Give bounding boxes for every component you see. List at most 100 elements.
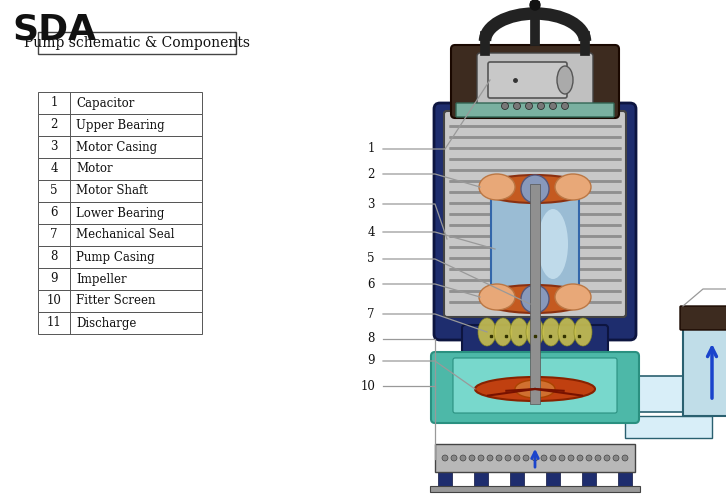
Text: Fitter Screen: Fitter Screen: [76, 294, 155, 307]
Circle shape: [469, 455, 475, 461]
Text: SDA: SDA: [12, 12, 96, 46]
Text: Pump schematic & Components: Pump schematic & Components: [24, 36, 250, 50]
Text: 7: 7: [367, 307, 375, 321]
Circle shape: [513, 102, 521, 109]
Circle shape: [595, 455, 601, 461]
Text: Motor: Motor: [76, 162, 113, 175]
Circle shape: [521, 285, 549, 313]
Circle shape: [550, 455, 556, 461]
Ellipse shape: [526, 318, 544, 346]
Text: Mechanical Seal: Mechanical Seal: [76, 228, 174, 241]
Bar: [546, 472, 560, 490]
Bar: [38, 92, 202, 114]
Circle shape: [622, 455, 628, 461]
Text: 10: 10: [46, 294, 62, 307]
Bar: [38, 158, 202, 180]
Bar: [38, 224, 202, 246]
Text: 3: 3: [367, 198, 375, 211]
FancyBboxPatch shape: [630, 376, 685, 412]
Bar: [582, 472, 596, 490]
Text: Lower Bearing: Lower Bearing: [76, 207, 164, 220]
Circle shape: [550, 102, 557, 109]
FancyBboxPatch shape: [431, 352, 639, 423]
Text: 9: 9: [50, 273, 58, 285]
Text: 6: 6: [367, 278, 375, 290]
Text: 2: 2: [367, 167, 375, 180]
Bar: [38, 180, 202, 202]
Ellipse shape: [558, 318, 576, 346]
Circle shape: [586, 455, 592, 461]
Circle shape: [559, 455, 565, 461]
Circle shape: [502, 102, 508, 109]
FancyBboxPatch shape: [625, 416, 712, 438]
Text: 1: 1: [50, 96, 57, 109]
Text: Motor Shaft: Motor Shaft: [76, 184, 148, 198]
Bar: [618, 472, 632, 490]
Circle shape: [487, 455, 493, 461]
Text: Discharge: Discharge: [76, 317, 136, 330]
Circle shape: [523, 455, 529, 461]
Bar: [38, 32, 236, 54]
Text: 4: 4: [367, 225, 375, 238]
Circle shape: [505, 455, 511, 461]
FancyBboxPatch shape: [488, 62, 567, 98]
Text: 10: 10: [360, 380, 375, 393]
Circle shape: [521, 175, 549, 203]
Text: 5: 5: [50, 184, 58, 198]
Circle shape: [604, 455, 610, 461]
Ellipse shape: [479, 284, 515, 310]
Bar: [38, 246, 202, 268]
Bar: [38, 114, 202, 136]
Bar: [530, 184, 540, 404]
Circle shape: [530, 0, 540, 10]
Text: 5: 5: [367, 253, 375, 266]
Text: 7: 7: [50, 228, 58, 241]
Text: Motor Casing: Motor Casing: [76, 141, 157, 154]
FancyBboxPatch shape: [462, 325, 608, 359]
FancyBboxPatch shape: [491, 190, 579, 298]
FancyBboxPatch shape: [683, 319, 726, 416]
Text: 9: 9: [367, 354, 375, 367]
FancyBboxPatch shape: [434, 103, 636, 340]
Text: Capacitor: Capacitor: [76, 96, 134, 109]
Bar: [435, 444, 635, 472]
FancyBboxPatch shape: [453, 358, 617, 413]
Bar: [510, 472, 524, 490]
Circle shape: [478, 455, 484, 461]
Ellipse shape: [480, 175, 590, 203]
Ellipse shape: [542, 318, 560, 346]
Text: 1: 1: [367, 143, 375, 156]
Circle shape: [442, 455, 448, 461]
Circle shape: [514, 455, 520, 461]
Bar: [38, 290, 202, 312]
Bar: [38, 268, 202, 290]
Text: Impeller: Impeller: [76, 273, 126, 285]
Ellipse shape: [475, 377, 595, 401]
Circle shape: [532, 455, 538, 461]
Text: Upper Bearing: Upper Bearing: [76, 118, 165, 132]
Ellipse shape: [538, 209, 568, 279]
FancyBboxPatch shape: [477, 53, 593, 107]
Circle shape: [568, 455, 574, 461]
Ellipse shape: [494, 318, 512, 346]
Ellipse shape: [555, 284, 591, 310]
Circle shape: [496, 455, 502, 461]
Ellipse shape: [478, 318, 496, 346]
Bar: [438, 472, 452, 490]
Ellipse shape: [515, 380, 555, 398]
Text: 4: 4: [50, 162, 58, 175]
Circle shape: [561, 102, 568, 109]
Circle shape: [613, 455, 619, 461]
Ellipse shape: [479, 174, 515, 200]
FancyBboxPatch shape: [444, 111, 626, 317]
Circle shape: [577, 455, 583, 461]
Ellipse shape: [555, 174, 591, 200]
Circle shape: [537, 102, 544, 109]
Ellipse shape: [480, 285, 590, 313]
Text: 6: 6: [50, 207, 58, 220]
Circle shape: [460, 455, 466, 461]
FancyBboxPatch shape: [444, 111, 626, 317]
Text: 8: 8: [50, 250, 57, 264]
Text: 3: 3: [50, 141, 58, 154]
Text: 2: 2: [50, 118, 57, 132]
